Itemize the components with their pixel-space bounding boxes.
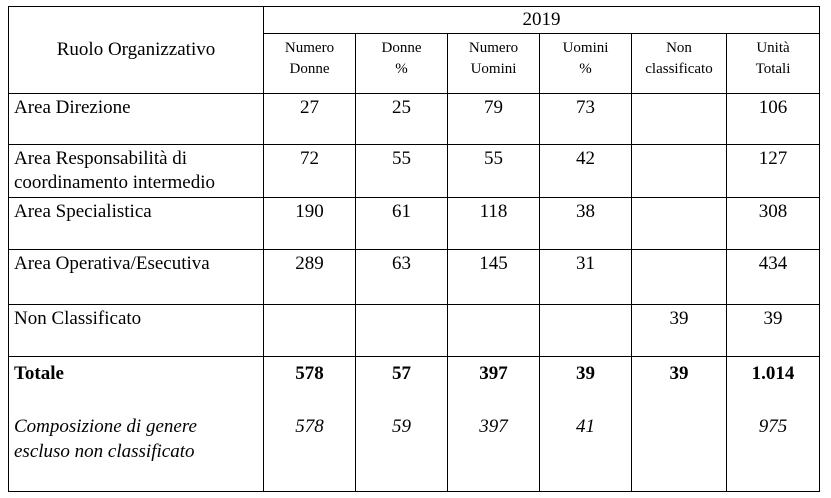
table-cell — [631, 197, 727, 250]
composition-value: 397 — [479, 416, 508, 437]
row-label-text: Area Operativa/Esecutiva — [14, 253, 210, 274]
table-row: Area Responsabilità di coordinamento inte… — [8, 144, 820, 198]
column-header-numero-donne: Numero Donne — [263, 33, 356, 94]
row-label-text: Area Specialistica — [14, 201, 152, 222]
totals-cell: 39 — [631, 356, 727, 492]
row-label-text: Area Direzione — [14, 97, 131, 118]
table-row: Area Operativa/Esecutiva 289 63 145 31 4… — [8, 249, 820, 305]
totals-cell: 1.014 975 — [726, 356, 820, 492]
row-label-text: Non Classificato — [14, 308, 142, 329]
table-cell — [631, 144, 727, 198]
row-header-cell: Ruolo Organizzativo — [8, 6, 264, 94]
table-cell: 127 — [726, 144, 820, 198]
totals-label-cell: Totale Composizione di genere escluso non… — [8, 356, 264, 492]
totals-row: Totale Composizione di genere escluso non… — [8, 356, 820, 492]
total-value: 39 — [576, 363, 595, 384]
row-label: Non Classificato — [8, 304, 264, 357]
column-header-line: Totali — [755, 61, 791, 77]
table-cell: 72 — [263, 144, 356, 198]
table-cell: 61 — [355, 197, 448, 250]
year-label: 2019 — [522, 9, 561, 30]
table-cell: 145 — [447, 249, 540, 305]
column-header-uomini-pct: Uomini% — [539, 33, 632, 94]
table-cell: 39 — [726, 304, 820, 357]
totals-cell: 578 578 — [263, 356, 356, 492]
table-cell: 27 — [263, 93, 356, 145]
row-label: Area Direzione — [8, 93, 264, 145]
table-cell: 55 — [355, 144, 448, 198]
row-label: Area Responsabilità di coordinamento inte… — [8, 144, 264, 198]
row-label: Area Operativa/Esecutiva — [8, 249, 264, 305]
column-header-line: Numero — [468, 40, 519, 56]
composition-value: 41 — [576, 416, 595, 437]
column-header-line: % — [579, 61, 592, 77]
column-header-line: Donne — [289, 61, 330, 77]
table-row: Area Direzione 27 25 79 73 106 — [8, 93, 820, 145]
table-cell — [263, 304, 356, 357]
table-cell: 434 — [726, 249, 820, 305]
total-value: 578 — [295, 363, 324, 384]
column-header-non-classificato: Non classificato — [631, 33, 727, 94]
table-cell: 25 — [355, 93, 448, 145]
row-label-text: Area Responsabilità di — [14, 148, 188, 169]
table-cell: 63 — [355, 249, 448, 305]
totals-label: Totale — [14, 363, 64, 384]
column-header-line: % — [395, 61, 408, 77]
table-cell: 289 — [263, 249, 356, 305]
column-header-line: Numero — [284, 40, 335, 56]
table-cell — [355, 304, 448, 357]
table-cell — [631, 249, 727, 305]
table-cell: 55 — [447, 144, 540, 198]
totals-cell: 57 59 — [355, 356, 448, 492]
composition-value: 59 — [392, 416, 411, 437]
table-row: Non Classificato 39 39 — [8, 304, 820, 357]
table-cell: 42 — [539, 144, 632, 198]
table-cell: 38 — [539, 197, 632, 250]
total-value: 39 — [669, 363, 689, 384]
table-cell: 79 — [447, 93, 540, 145]
total-value: 397 — [479, 363, 508, 384]
table-cell — [447, 304, 540, 357]
composition-value: 578 — [295, 416, 324, 437]
table-cell: 31 — [539, 249, 632, 305]
row-label: Area Specialistica — [8, 197, 264, 250]
table-cell — [631, 93, 727, 145]
table-cell — [539, 304, 632, 357]
totals-cell: 397 397 — [447, 356, 540, 492]
total-value: 57 — [392, 363, 411, 384]
row-label-text: coordinamento intermedio — [14, 172, 216, 193]
column-header-line: Uomini — [470, 61, 517, 77]
table-cell: 308 — [726, 197, 820, 250]
column-header-line: Unità — [756, 40, 790, 56]
column-header-line: Donne — [381, 40, 422, 56]
table-row: Area Specialistica 190 61 118 38 308 — [8, 197, 820, 250]
column-header-line: classificato — [645, 61, 713, 77]
column-header-numero-uomini: Numero Uomini — [447, 33, 540, 94]
table-cell: 118 — [447, 197, 540, 250]
totals-cell: 39 41 — [539, 356, 632, 492]
composition-label-line: Composizione di genere — [14, 416, 197, 437]
table-cell: 190 — [263, 197, 356, 250]
composition-label-line: escluso non classificato — [14, 441, 195, 462]
column-header-unita-totali: Unità Totali — [726, 33, 820, 94]
row-header-label: Ruolo Organizzativo — [56, 39, 216, 60]
composition-value: 975 — [758, 416, 788, 437]
table-cell: 39 — [631, 304, 727, 357]
table-cell: 73 — [539, 93, 632, 145]
total-value: 1.014 — [751, 363, 795, 384]
year-header: 2019 — [263, 6, 820, 34]
table-cell: 106 — [726, 93, 820, 145]
column-header-donne-pct: Donne% — [355, 33, 448, 94]
column-header-line: Uomini — [562, 40, 609, 56]
gender-composition-table: Ruolo Organizzativo 2019 Numero Donne Don… — [8, 6, 820, 492]
composition-label: Composizione di genere escluso non classi… — [14, 414, 263, 464]
column-header-line: Non — [666, 40, 692, 56]
